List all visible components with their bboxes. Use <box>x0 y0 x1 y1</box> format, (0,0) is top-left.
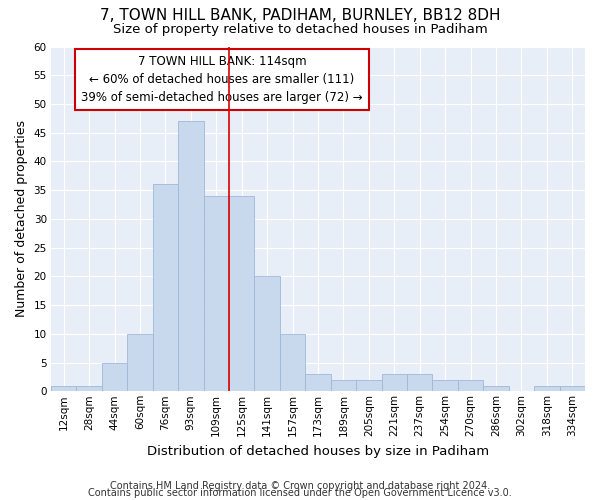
Text: Contains public sector information licensed under the Open Government Licence v3: Contains public sector information licen… <box>88 488 512 498</box>
Bar <box>560 386 585 392</box>
Bar <box>458 380 483 392</box>
Bar <box>305 374 331 392</box>
Bar <box>534 386 560 392</box>
Y-axis label: Number of detached properties: Number of detached properties <box>15 120 28 318</box>
Bar <box>254 276 280 392</box>
Bar <box>407 374 433 392</box>
Bar <box>331 380 356 392</box>
Bar <box>483 386 509 392</box>
Text: Size of property relative to detached houses in Padiham: Size of property relative to detached ho… <box>113 22 487 36</box>
Bar <box>51 386 76 392</box>
Bar <box>102 362 127 392</box>
Bar <box>127 334 152 392</box>
Bar <box>433 380 458 392</box>
Bar <box>229 196 254 392</box>
Text: Contains HM Land Registry data © Crown copyright and database right 2024.: Contains HM Land Registry data © Crown c… <box>110 481 490 491</box>
Bar <box>203 196 229 392</box>
Bar <box>382 374 407 392</box>
X-axis label: Distribution of detached houses by size in Padiham: Distribution of detached houses by size … <box>147 444 489 458</box>
Bar <box>356 380 382 392</box>
Bar <box>280 334 305 392</box>
Bar <box>152 184 178 392</box>
Text: 7 TOWN HILL BANK: 114sqm
← 60% of detached houses are smaller (111)
39% of semi-: 7 TOWN HILL BANK: 114sqm ← 60% of detach… <box>81 55 362 104</box>
Bar <box>178 121 203 392</box>
Bar <box>76 386 102 392</box>
Text: 7, TOWN HILL BANK, PADIHAM, BURNLEY, BB12 8DH: 7, TOWN HILL BANK, PADIHAM, BURNLEY, BB1… <box>100 8 500 22</box>
